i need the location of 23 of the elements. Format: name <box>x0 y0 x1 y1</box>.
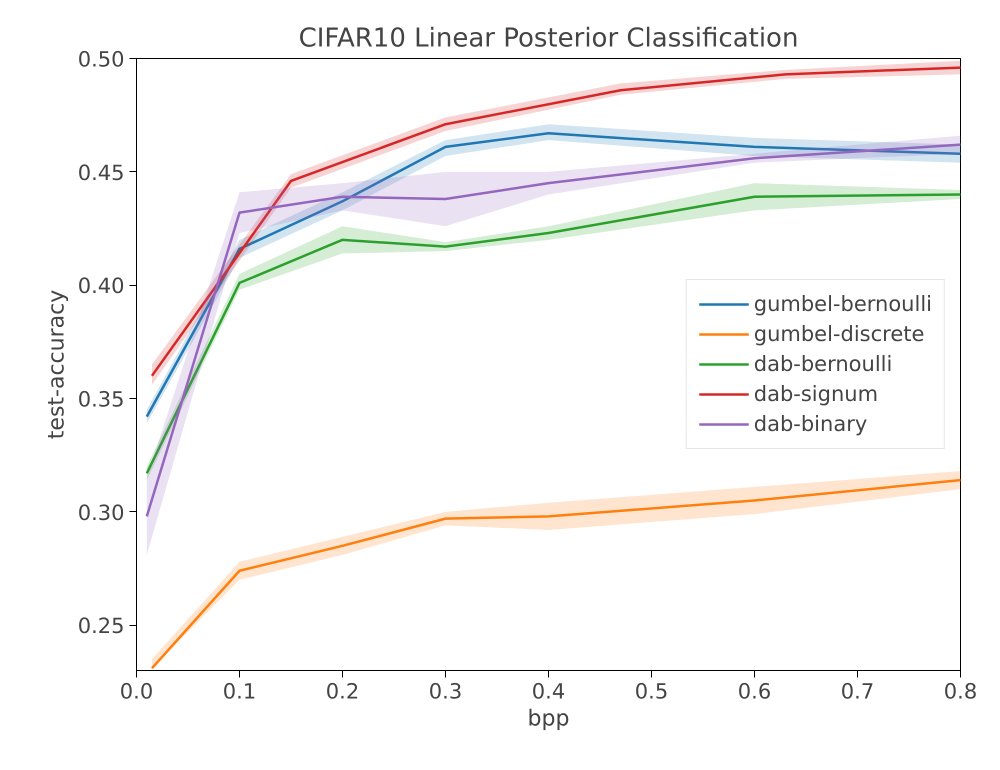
y-tick-label: 0.35 <box>78 388 125 412</box>
x-tick-label: 0.8 <box>944 680 978 704</box>
x-tick-label: 0.1 <box>222 680 256 704</box>
y-tick-label: 0.40 <box>78 274 125 298</box>
y-tick-label: 0.50 <box>78 48 125 72</box>
x-tick-label: 0.2 <box>326 680 360 704</box>
y-tick-label: 0.25 <box>78 614 125 638</box>
legend-label: gumbel-bernoulli <box>754 292 932 316</box>
x-tick-label: 0.0 <box>120 680 154 704</box>
x-tick-label: 0.3 <box>428 680 462 704</box>
legend-label: dab-signum <box>754 382 878 406</box>
y-axis-title: test-accuracy <box>44 290 70 440</box>
x-tick-label: 0.5 <box>634 680 668 704</box>
legend-label: dab-bernoulli <box>754 352 892 376</box>
x-tick-label: 0.6 <box>738 680 772 704</box>
x-tick-label: 0.4 <box>532 680 566 704</box>
legend-label: gumbel-discrete <box>754 322 924 346</box>
y-tick-label: 0.45 <box>78 160 125 185</box>
x-tick-label: 0.7 <box>840 680 874 704</box>
y-tick-label: 0.30 <box>78 500 125 525</box>
chart-title: CIFAR10 Linear Posterior Classification <box>298 24 798 54</box>
legend-label: dab-binary <box>754 412 868 436</box>
x-axis-title: bpp <box>528 706 570 732</box>
